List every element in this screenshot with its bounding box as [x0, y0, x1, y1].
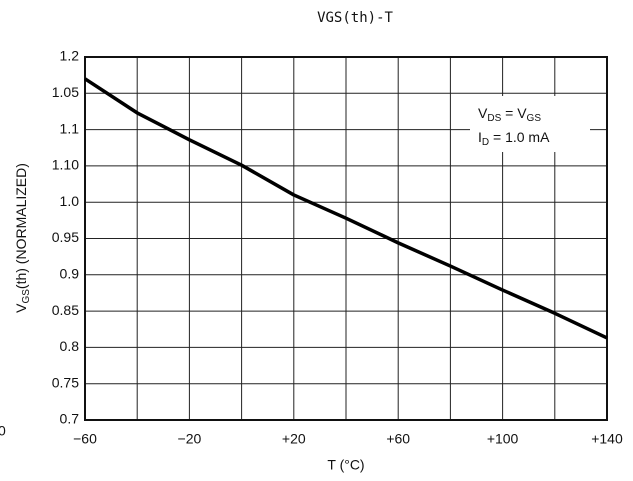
y-label-part: (th) (NORMALIZED) — [13, 163, 29, 289]
y-tick-label: 0.9 — [60, 266, 80, 282]
annotation-part: I — [478, 129, 482, 145]
x-tick-label: +100 — [487, 431, 519, 447]
annotation-part: DS — [487, 113, 501, 124]
x-tick-label: +20 — [282, 431, 306, 447]
annotation: ID = 1.0 mA — [478, 129, 550, 148]
annotation-part: V — [478, 105, 488, 121]
y-tick-label: 1.05 — [52, 84, 79, 100]
y-label-part: GS — [21, 289, 32, 304]
y-tick-label: 0.7 — [60, 411, 80, 427]
y-axis-label: VGS(th) (NORMALIZED) — [13, 163, 32, 313]
data-line — [84, 77, 608, 340]
x-tick-label: +60 — [386, 431, 410, 447]
annotation-part: D — [482, 137, 489, 148]
annotation-part: GS — [527, 113, 542, 124]
x-axis-label: T (°C) — [327, 457, 364, 473]
y-tick-label: 1.0 — [60, 193, 80, 209]
y-label-part: V — [13, 303, 29, 313]
annotation-part: = 1.0 mA — [489, 129, 550, 145]
y-tick-label: 0.85 — [52, 302, 79, 318]
y-tick-label: 0.95 — [52, 229, 79, 245]
y-tick-label: 1.1 — [60, 120, 80, 136]
side-text: 0 — [0, 423, 6, 439]
annotation-part: = V — [501, 105, 527, 121]
annotation: VDS = VGS — [478, 105, 541, 124]
x-tick-label: −60 — [73, 431, 97, 447]
plot-frame — [84, 56, 608, 421]
y-tick-label: 1.10 — [52, 157, 79, 173]
y-tick-label: 1.2 — [60, 48, 80, 64]
annotation-box — [470, 96, 590, 152]
y-tick-label: 0.75 — [52, 374, 79, 390]
y-tick-label: 0.8 — [60, 338, 80, 354]
x-tick-label: +140 — [591, 431, 623, 447]
x-tick-label: −20 — [178, 431, 202, 447]
chart-title: VGS(th)-T — [317, 10, 393, 26]
